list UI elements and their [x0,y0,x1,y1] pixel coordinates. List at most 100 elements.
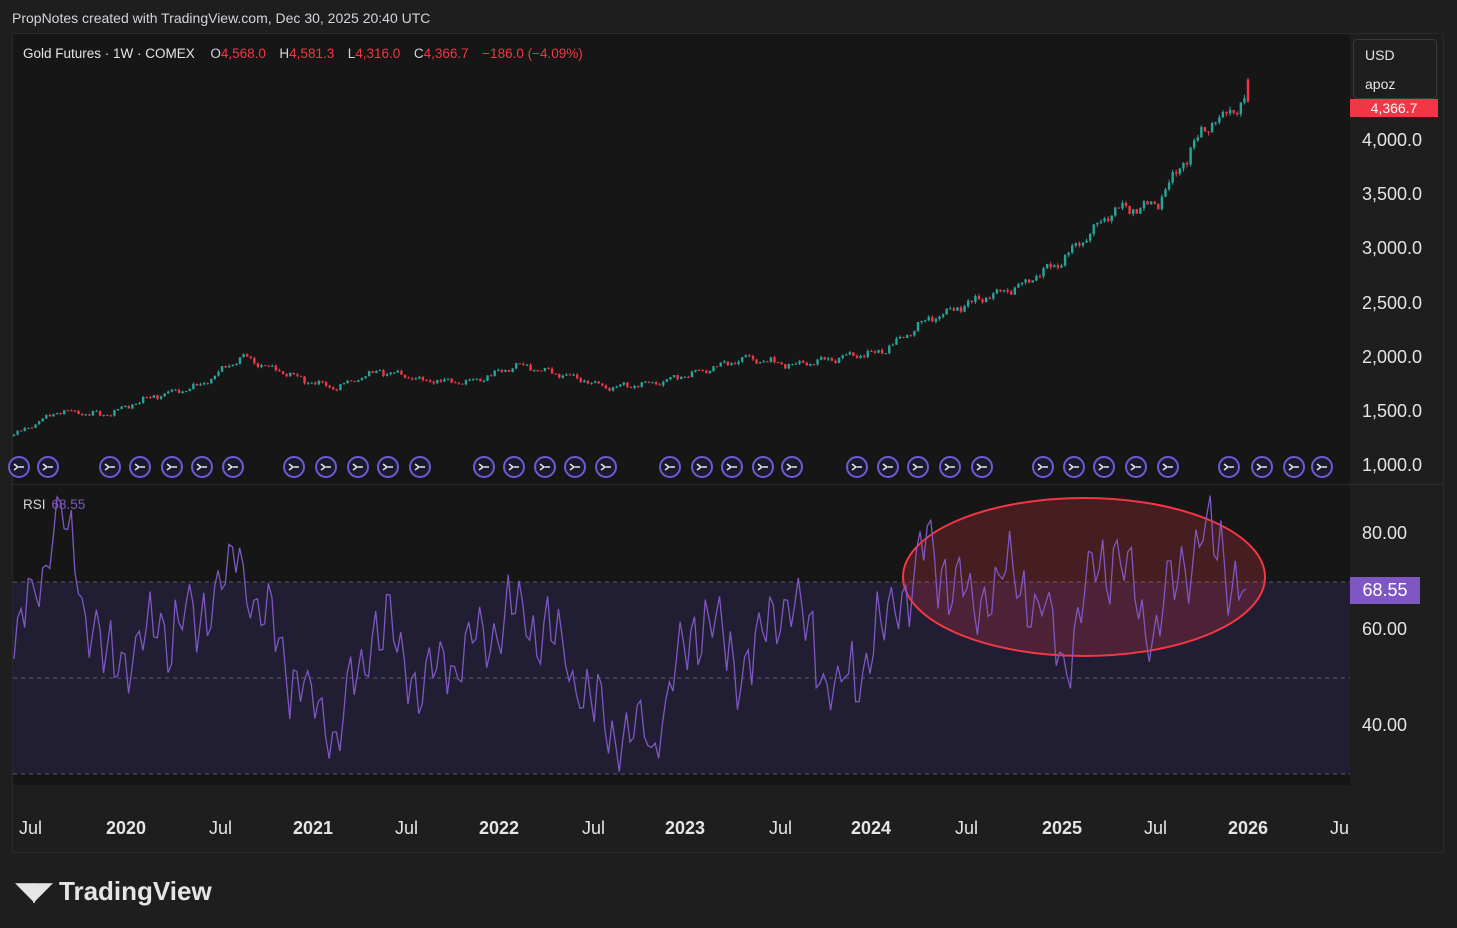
tradingview-logo-icon: ◥◤ [15,877,53,907]
event-marker-arrow [104,463,115,471]
event-marker-arrow [1162,463,1173,471]
last-price-tag: 4,366.7 [1350,99,1438,117]
candle-down [245,354,249,357]
candle-up [34,424,37,428]
candle-up [920,321,923,323]
candle-down [267,365,270,367]
candle-up [45,415,48,419]
candle-down [834,360,837,363]
candle-down [19,430,23,432]
candle-up [798,360,801,364]
candle-up [184,391,188,393]
candle-down [988,297,991,299]
candle-down [256,363,260,367]
candle-up [12,434,16,436]
candle-down [507,370,511,372]
currency-box[interactable]: USD apoz [1353,39,1437,99]
pane-separator[interactable] [13,484,1443,485]
symbol-legend[interactable]: Gold Futures · 1W · COMEX O4,568.0 H4,58… [23,46,583,61]
event-marker-arrow [757,463,768,471]
rsi-value-tag: 68.55 [1350,577,1420,604]
candle-down [604,385,608,389]
event-marker-icon [752,456,774,478]
candle-up [360,378,364,381]
candle-down [314,382,317,385]
currency-label[interactable]: USD [1365,47,1395,63]
candle-up [913,330,916,336]
event-marker-arrow [352,463,363,471]
candle-down [597,381,600,384]
candle-up [84,414,87,416]
candle-down [568,374,572,376]
candle-down [30,427,34,429]
candle-down [766,361,769,363]
rsi-tick-label: 40.00 [1362,715,1408,735]
candle-up [464,380,468,385]
candle-up [723,361,726,363]
candle-up [565,374,568,376]
candle-up [1002,290,1006,292]
candle-down [687,376,690,378]
candle-down [371,371,374,373]
candle-up [242,354,245,358]
candle-down [873,351,877,353]
event-marker-arrow [196,463,207,471]
event-marker-icon [691,456,713,478]
candle-down [608,388,611,391]
time-tick-label: 2025 [1042,818,1083,838]
event-marker-arrow [882,463,893,471]
rsi-legend[interactable]: RSI 68.55 [23,497,85,512]
candle-up [116,409,120,411]
event-marker-arrow [288,463,299,471]
candle-up [238,357,242,364]
event-marker-icon [315,456,337,478]
candle-down [801,360,805,363]
time-tick-label: 2026 [1228,818,1269,838]
price-pane[interactable] [13,34,1350,484]
candle-down [522,363,525,365]
event-marker-icon [595,456,617,478]
candle-up [895,338,898,345]
candle-up [131,404,134,409]
candle-down [425,380,428,382]
candle-up [1243,98,1246,103]
candle-down [547,367,550,369]
event-marker-icon [877,456,899,478]
candle-down [870,351,873,353]
candle-down [1135,209,1138,214]
candle-down [278,370,281,372]
candle-up [819,357,823,360]
rsi-label: RSI [23,497,46,512]
time-tick-label: 2020 [106,818,147,838]
candle-up [1182,162,1185,169]
event-marker-icon [473,456,495,478]
event-marker-icon [846,456,868,478]
event-marker-arrow [227,463,238,471]
candle-down [303,376,306,384]
candle-up [640,382,643,387]
candle-up [1024,279,1027,283]
symbol-name[interactable]: Gold Futures · 1W · COMEX [23,46,195,61]
candle-down [1038,276,1042,278]
candle-up [816,359,819,365]
event-marker-arrow [1223,463,1234,471]
candle-down [428,380,432,382]
candle-up [120,406,123,410]
candle-down [970,300,973,302]
candle-down [812,363,816,365]
candle-up [762,361,765,363]
candle-up [468,379,471,381]
candle-down [880,349,884,354]
candle-up [1103,218,1106,222]
candle-up [1088,233,1092,241]
candle-down [902,336,905,338]
event-marker-arrow [539,463,550,471]
candle-down [586,380,590,384]
brand-logo[interactable]: ◥◤ TradingView [15,876,212,907]
candle-down [332,387,335,390]
price-tick-label: 4,000.0 [1362,130,1423,150]
candle-up [841,355,844,358]
time-tick-label: 2022 [479,818,520,838]
candle-down [1146,201,1149,205]
rsi-line [13,495,1247,772]
